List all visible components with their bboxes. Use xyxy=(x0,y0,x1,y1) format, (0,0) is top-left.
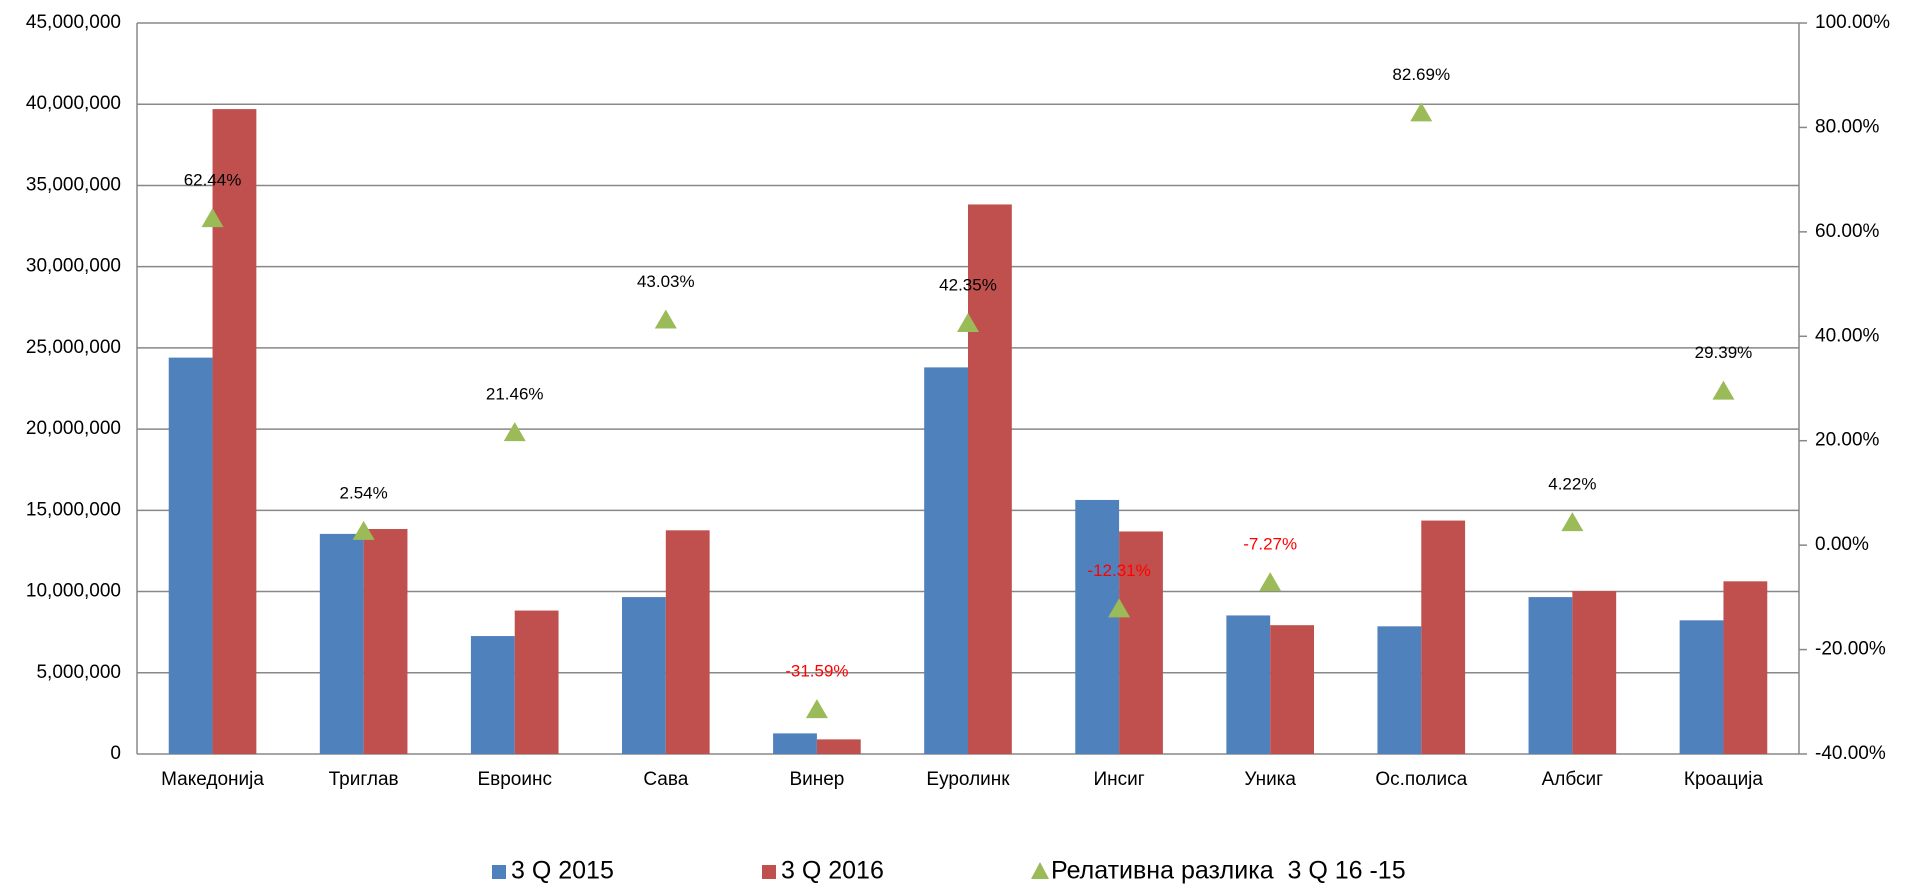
bar xyxy=(514,610,559,754)
x-tick-label: Винер xyxy=(789,769,844,790)
y-tick-label: 35,000,000 xyxy=(26,174,121,195)
bar xyxy=(1377,626,1422,754)
y-tick-label: 10,000,000 xyxy=(26,581,121,602)
legend-swatch xyxy=(762,865,776,879)
y2-tick-label: 80.00% xyxy=(1815,116,1880,137)
x-tick-label: Кроација xyxy=(1684,769,1763,790)
x-tick-label: Инсиг xyxy=(1093,769,1144,790)
bar xyxy=(212,109,257,754)
bar xyxy=(1421,520,1466,754)
y-tick-label: 0 xyxy=(110,743,121,764)
data-label: 42.35% xyxy=(939,275,997,294)
x-tick-label: Евроинс xyxy=(477,769,552,790)
bar xyxy=(363,529,408,754)
bar xyxy=(470,636,515,754)
data-label: 4.22% xyxy=(1548,475,1596,494)
y-tick-label: 15,000,000 xyxy=(26,499,121,520)
x-tick-label: Ос.полиса xyxy=(1375,769,1467,790)
bar xyxy=(816,739,861,754)
y-tick-label: 25,000,000 xyxy=(26,337,121,358)
marker xyxy=(1712,380,1735,400)
bar xyxy=(1528,597,1573,754)
bar xyxy=(168,357,213,754)
marker xyxy=(1410,102,1433,122)
marker xyxy=(503,422,526,442)
bar xyxy=(1226,615,1271,754)
marker xyxy=(654,309,677,329)
bar xyxy=(1723,581,1768,754)
y-tick-label: 20,000,000 xyxy=(26,418,121,439)
marker xyxy=(957,313,979,333)
data-label: -7.27% xyxy=(1243,535,1297,554)
y2-tick-label: 0.00% xyxy=(1815,534,1869,555)
marker xyxy=(201,208,224,228)
bar xyxy=(622,597,666,754)
bar xyxy=(319,533,364,754)
data-label: 2.54% xyxy=(340,483,388,502)
legend-label: Релативна разлика 3 Q 16 -15 xyxy=(1051,857,1406,885)
bar xyxy=(665,530,710,754)
y-tick-label: 5,000,000 xyxy=(36,662,121,683)
legend-marker xyxy=(1031,862,1049,879)
marker xyxy=(1561,512,1584,532)
marker xyxy=(352,520,375,540)
data-label: 21.46% xyxy=(486,385,544,404)
bar xyxy=(773,733,817,754)
y2-tick-label: 20.00% xyxy=(1815,430,1880,451)
data-label: 62.44% xyxy=(184,171,242,190)
marker xyxy=(1259,572,1282,592)
bar xyxy=(1119,531,1163,754)
y2-tick-label: 60.00% xyxy=(1815,221,1880,242)
y2-tick-label: -20.00% xyxy=(1815,639,1886,660)
data-label: 82.69% xyxy=(1392,65,1450,84)
bar xyxy=(1075,499,1120,754)
x-tick-label: Триглав xyxy=(329,769,399,790)
bar xyxy=(1270,625,1314,754)
data-label: -31.59% xyxy=(785,662,848,681)
y-tick-label: 30,000,000 xyxy=(26,256,121,277)
y2-tick-label: -40.00% xyxy=(1815,743,1886,764)
marker xyxy=(1108,598,1131,618)
data-label: 43.03% xyxy=(637,272,695,291)
bar xyxy=(924,367,968,754)
legend-label: 3 Q 2015 xyxy=(511,857,614,885)
y2-tick-label: 100.00% xyxy=(1815,12,1890,33)
y-tick-label: 40,000,000 xyxy=(26,93,121,114)
legend-label: 3 Q 2016 xyxy=(781,857,884,885)
x-tick-label: Албсиг xyxy=(1542,769,1604,790)
bar xyxy=(968,204,1012,754)
marker xyxy=(805,699,828,719)
x-tick-label: Уника xyxy=(1244,769,1296,790)
bar xyxy=(1572,591,1617,754)
y-tick-label: 45,000,000 xyxy=(26,12,121,33)
x-tick-label: Македонија xyxy=(161,769,264,790)
data-label: 29.39% xyxy=(1695,343,1753,362)
x-tick-label: Сава xyxy=(643,769,688,790)
data-label: -12.31% xyxy=(1087,561,1150,580)
bar xyxy=(1679,620,1724,754)
x-tick-label: Еуролинк xyxy=(926,769,1010,790)
y2-tick-label: 40.00% xyxy=(1815,325,1880,346)
legend-swatch xyxy=(492,865,506,879)
